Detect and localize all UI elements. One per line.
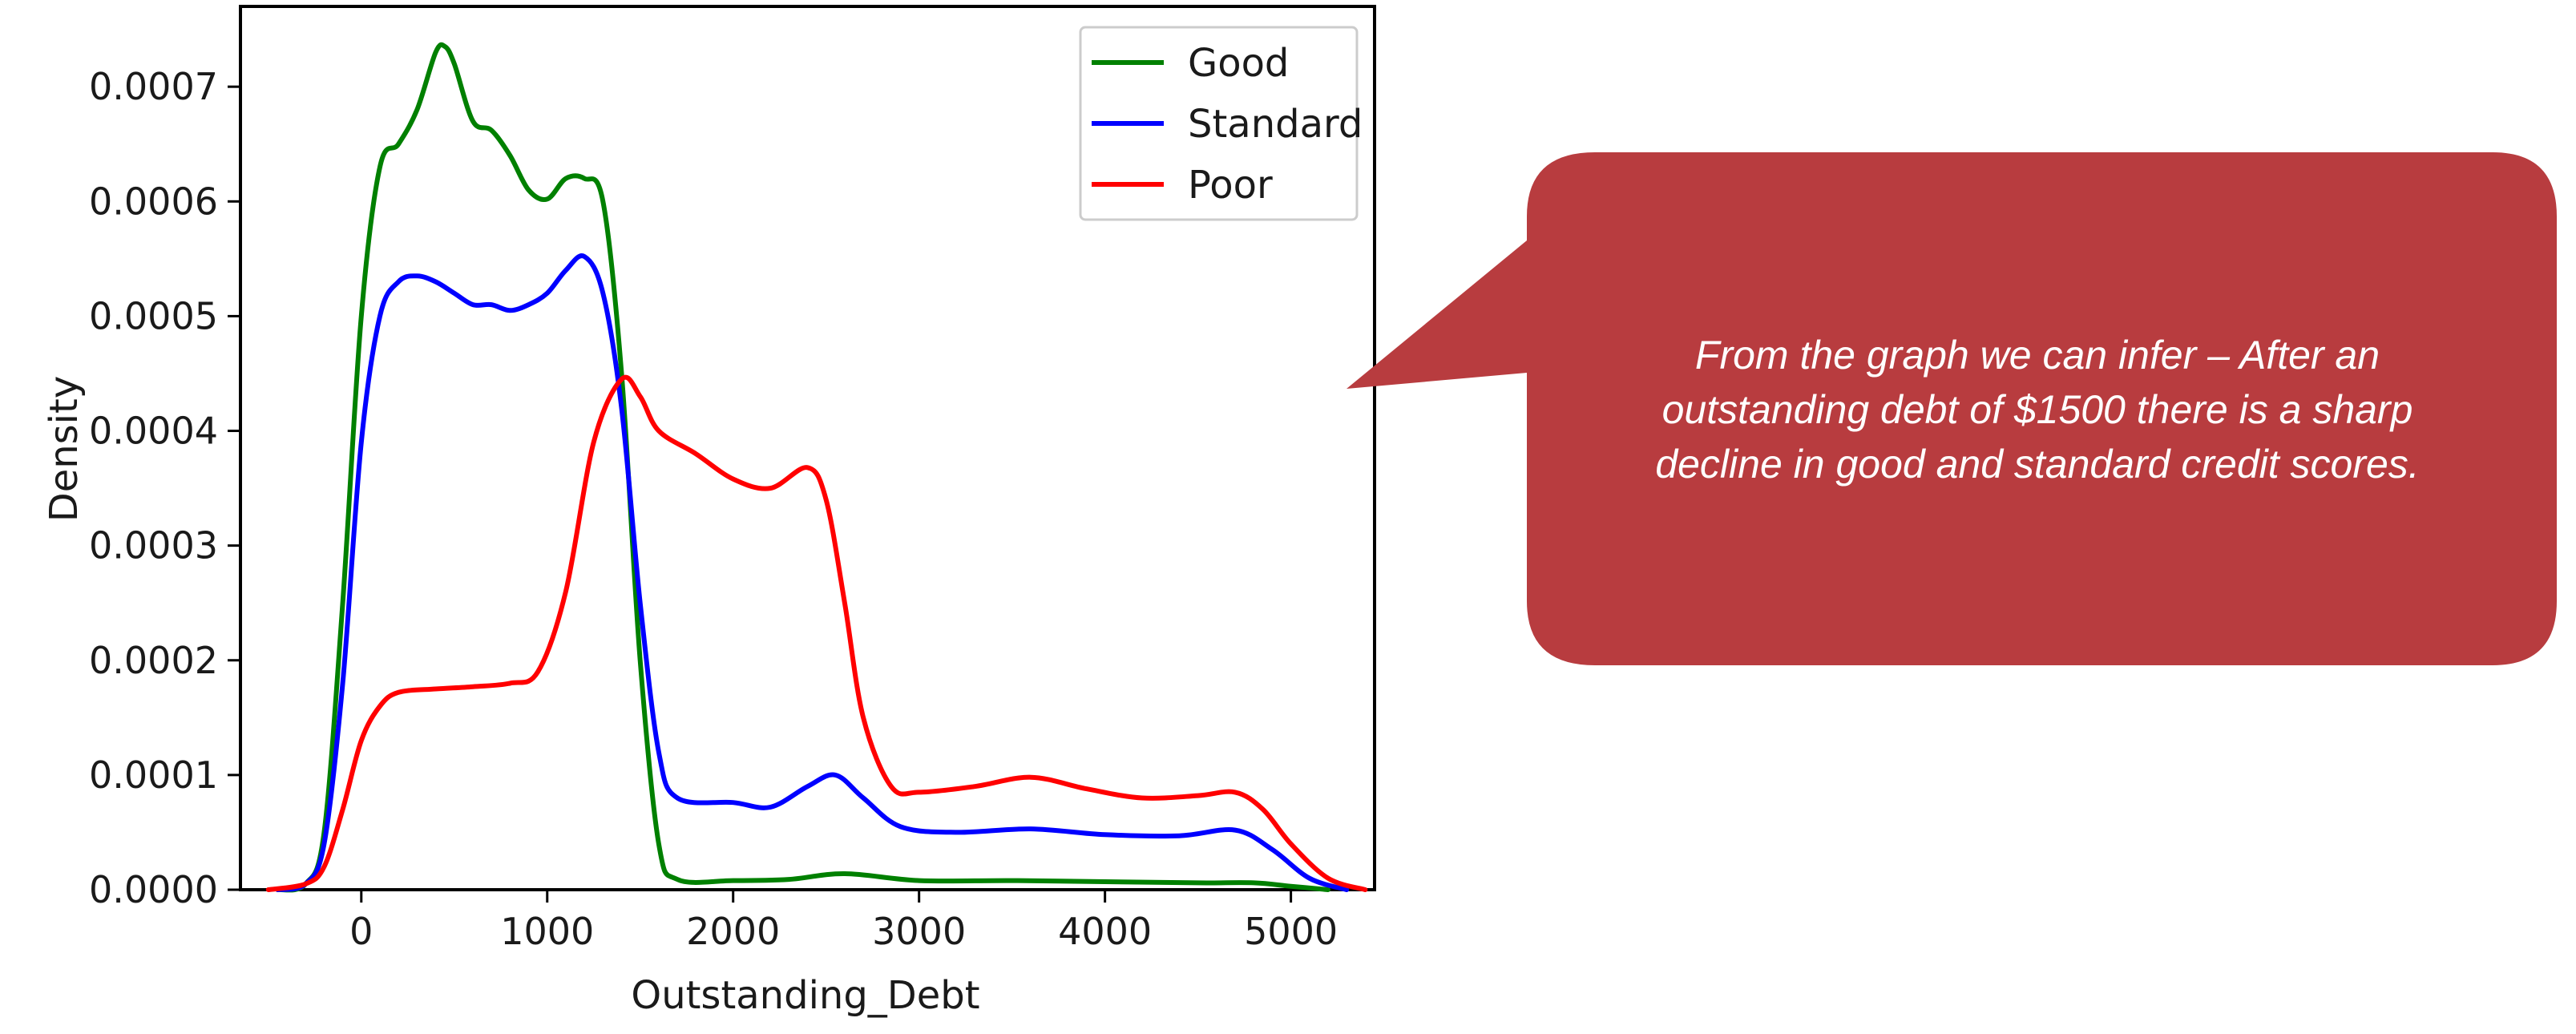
series-line-poor: [265, 374, 1368, 892]
callout-text-line: decline in good and standard credit scor…: [1655, 442, 2419, 487]
y-tick-label: 0.0001: [89, 753, 218, 797]
y-tick-label: 0.0005: [89, 294, 218, 337]
y-axis: 0.0000 0.0001 0.0002 0.0003 0.0004 0.0005 0.00…: [89, 65, 240, 911]
legend-label-poor: Poor: [1188, 163, 1273, 208]
callout-bubble: From the graph we can infer – After an ou…: [1347, 152, 2557, 665]
y-tick-label: 0.0000: [89, 868, 218, 911]
x-axis: 0 1000 2000 3000 4000 5000: [349, 890, 1338, 953]
y-tick-label: 0.0002: [89, 639, 218, 682]
callout-text-line: From the graph we can infer – After an: [1695, 333, 2380, 378]
y-axis-label: Density: [42, 376, 87, 522]
series-layer: [265, 42, 1368, 893]
x-tick-label: 1000: [500, 910, 594, 953]
series-line-good: [275, 42, 1330, 893]
callout-shape: [1347, 152, 2557, 665]
callout-text-line: outstanding debt of $1500 there is a sha…: [1662, 387, 2413, 432]
x-axis-label: Outstanding_Debt: [631, 973, 979, 1018]
legend: Good Standard Poor: [1079, 26, 1363, 221]
legend-label-standard: Standard: [1188, 102, 1363, 147]
y-tick-label: 0.0003: [89, 524, 218, 567]
x-tick-label: 5000: [1244, 910, 1338, 953]
series-line-standard: [275, 253, 1350, 892]
x-tick-label: 2000: [686, 910, 780, 953]
x-tick-label: 3000: [872, 910, 966, 953]
x-tick-label: 0: [349, 910, 373, 953]
x-tick-label: 4000: [1058, 910, 1152, 953]
legend-label-good: Good: [1188, 41, 1289, 86]
legend-box: [1079, 26, 1359, 221]
y-tick-label: 0.0004: [89, 410, 218, 453]
y-tick-label: 0.0007: [89, 65, 218, 108]
y-tick-label: 0.0006: [89, 180, 218, 223]
